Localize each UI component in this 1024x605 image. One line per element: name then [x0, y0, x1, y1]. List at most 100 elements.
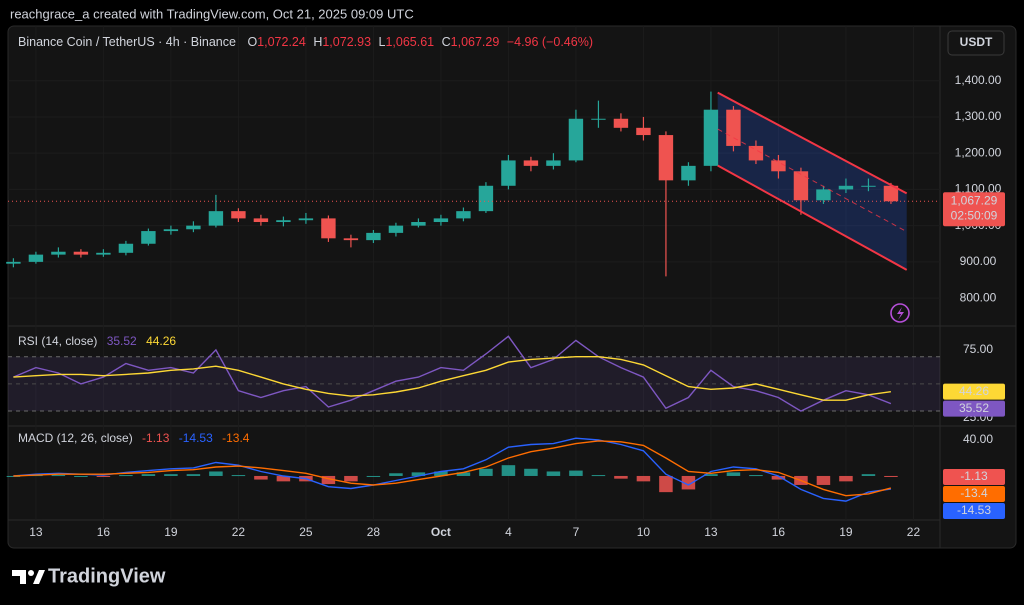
macd-histogram-bar — [636, 475, 651, 482]
macd-histogram-bar — [704, 474, 718, 476]
value-tag-label: 35.52 — [959, 401, 989, 415]
macd-histogram-bar — [6, 475, 21, 477]
x-tick-label: 28 — [367, 525, 381, 539]
value-tag — [943, 400, 1005, 417]
macd-histogram-bar — [321, 475, 336, 485]
value-tag-label: 44.26 — [959, 384, 989, 398]
candle-body — [28, 254, 44, 262]
rsi-value: 35.52 — [107, 334, 137, 348]
candle-body — [51, 251, 66, 255]
candle-body — [726, 109, 741, 146]
indicator-line — [13, 437, 891, 502]
macd-histogram-bar — [389, 473, 403, 476]
macd-histogram-bar — [546, 471, 561, 476]
channel-lower — [717, 164, 908, 271]
rsi-legend: RSI (14, close) 35.52 44.26 — [18, 334, 176, 348]
candle-body — [411, 222, 426, 226]
candle-body — [771, 160, 786, 172]
macd-histogram-bar — [119, 475, 133, 477]
macd-histogram-bar — [231, 475, 246, 477]
ohlc-key: H — [313, 35, 322, 49]
macd-histogram-bar — [614, 475, 628, 479]
macd-histogram-bar — [51, 475, 66, 477]
candle-body — [478, 185, 494, 212]
currency-label[interactable]: USDT — [960, 35, 993, 49]
y-tick-label: 75.00 — [963, 342, 993, 356]
logo-mark-dot[interactable] — [28, 570, 34, 576]
value-tag-label: -1.13 — [960, 469, 988, 483]
ohlc-key: L — [379, 35, 386, 49]
foreground-layer: 13 16 19 22 25 28 Oct 4 7 10 13 16 19 22 800.00 900.00 1… — [8, 73, 1005, 539]
y-tick-label: 1,400.00 — [955, 73, 1002, 87]
macd-histogram-bar — [501, 465, 516, 476]
macd-histogram-bar — [254, 475, 268, 480]
currency-button[interactable]: USDT — [947, 30, 1005, 56]
currency-button-frame[interactable] — [947, 30, 1005, 56]
ohlc-value: 1,065.61 — [385, 35, 434, 49]
x-tick-label: 13 — [704, 525, 718, 539]
ohlc-value: 1,072.24 — [257, 35, 306, 49]
indicator-line — [13, 335, 892, 412]
candle-body — [253, 218, 269, 223]
indicator-line — [13, 440, 892, 497]
y-tick-label: 1,200.00 — [955, 145, 1002, 159]
ohlc-key: C — [442, 35, 451, 49]
value-tag — [943, 485, 1005, 502]
x-tick-label: 25 — [299, 525, 313, 539]
macd-histogram-bar — [884, 475, 898, 477]
candle-body — [838, 185, 854, 190]
candle-body — [658, 135, 674, 181]
y-tick-label: 800.00 — [960, 290, 997, 304]
x-tick-label: 16 — [772, 525, 786, 539]
candle-body — [343, 238, 359, 241]
channel-fill — [717, 92, 907, 270]
logo[interactable]: TradingView — [12, 565, 166, 587]
logo-mark-slash[interactable] — [33, 570, 45, 584]
macd-histogram-bar — [771, 475, 786, 480]
macd-histogram-bar — [749, 475, 763, 477]
macd-histogram-bar — [591, 475, 606, 477]
candle-body — [163, 229, 179, 232]
value-tag — [943, 502, 1005, 519]
x-tick-label: 4 — [505, 525, 512, 539]
value-tag — [943, 468, 1005, 485]
macd-hist-value: -1.13 — [142, 431, 170, 445]
last-price-tag — [943, 192, 1005, 227]
macd-histogram-bar — [659, 475, 673, 493]
ohlc-value: 1,067.29 — [451, 35, 500, 49]
alert-circle[interactable] — [890, 303, 910, 323]
logo-mark[interactable] — [12, 570, 26, 584]
logo-text[interactable]: TradingView — [48, 565, 166, 587]
countdown-label: 02:50:09 — [951, 208, 998, 222]
candle-body — [636, 127, 651, 136]
macd-histogram-bar — [411, 472, 426, 476]
x-tick-label: 19 — [839, 525, 853, 539]
macd-histogram-bar — [344, 475, 358, 482]
ohlc-key: O — [247, 35, 257, 49]
candle-body — [456, 211, 471, 219]
alert-bolt[interactable] — [897, 307, 904, 320]
y-tick-label: 900.00 — [960, 254, 997, 268]
candle-body — [883, 185, 899, 202]
candle-body — [591, 118, 606, 120]
x-tick-label: Oct — [431, 525, 451, 539]
alert-icon[interactable] — [890, 303, 910, 323]
macd-histogram-bar — [456, 472, 471, 476]
x-tick-label: 7 — [573, 525, 580, 539]
macd-histogram-bar — [366, 475, 381, 477]
symbol-legend: Binance Coin / TetherUS · 4h · Binance O… — [18, 35, 593, 49]
macd-histogram-bar — [569, 470, 583, 476]
change: −4.96 (−0.46%) — [507, 35, 593, 49]
candle-body — [433, 218, 449, 223]
symbol: Binance Coin / TetherUS · 4h · Binance — [18, 35, 236, 49]
marks-layer — [6, 91, 899, 502]
macd-histogram-bar — [479, 468, 493, 476]
x-tick-label: 22 — [232, 525, 246, 539]
macd-legend: MACD (12, 26, close) -1.13 -14.53 -13.4 — [18, 431, 250, 445]
candle-body — [96, 252, 111, 255]
channel-upper — [717, 91, 908, 195]
macd-histogram-bar — [681, 475, 696, 490]
candle-body — [321, 218, 336, 239]
macd-histogram-bar — [141, 474, 156, 476]
